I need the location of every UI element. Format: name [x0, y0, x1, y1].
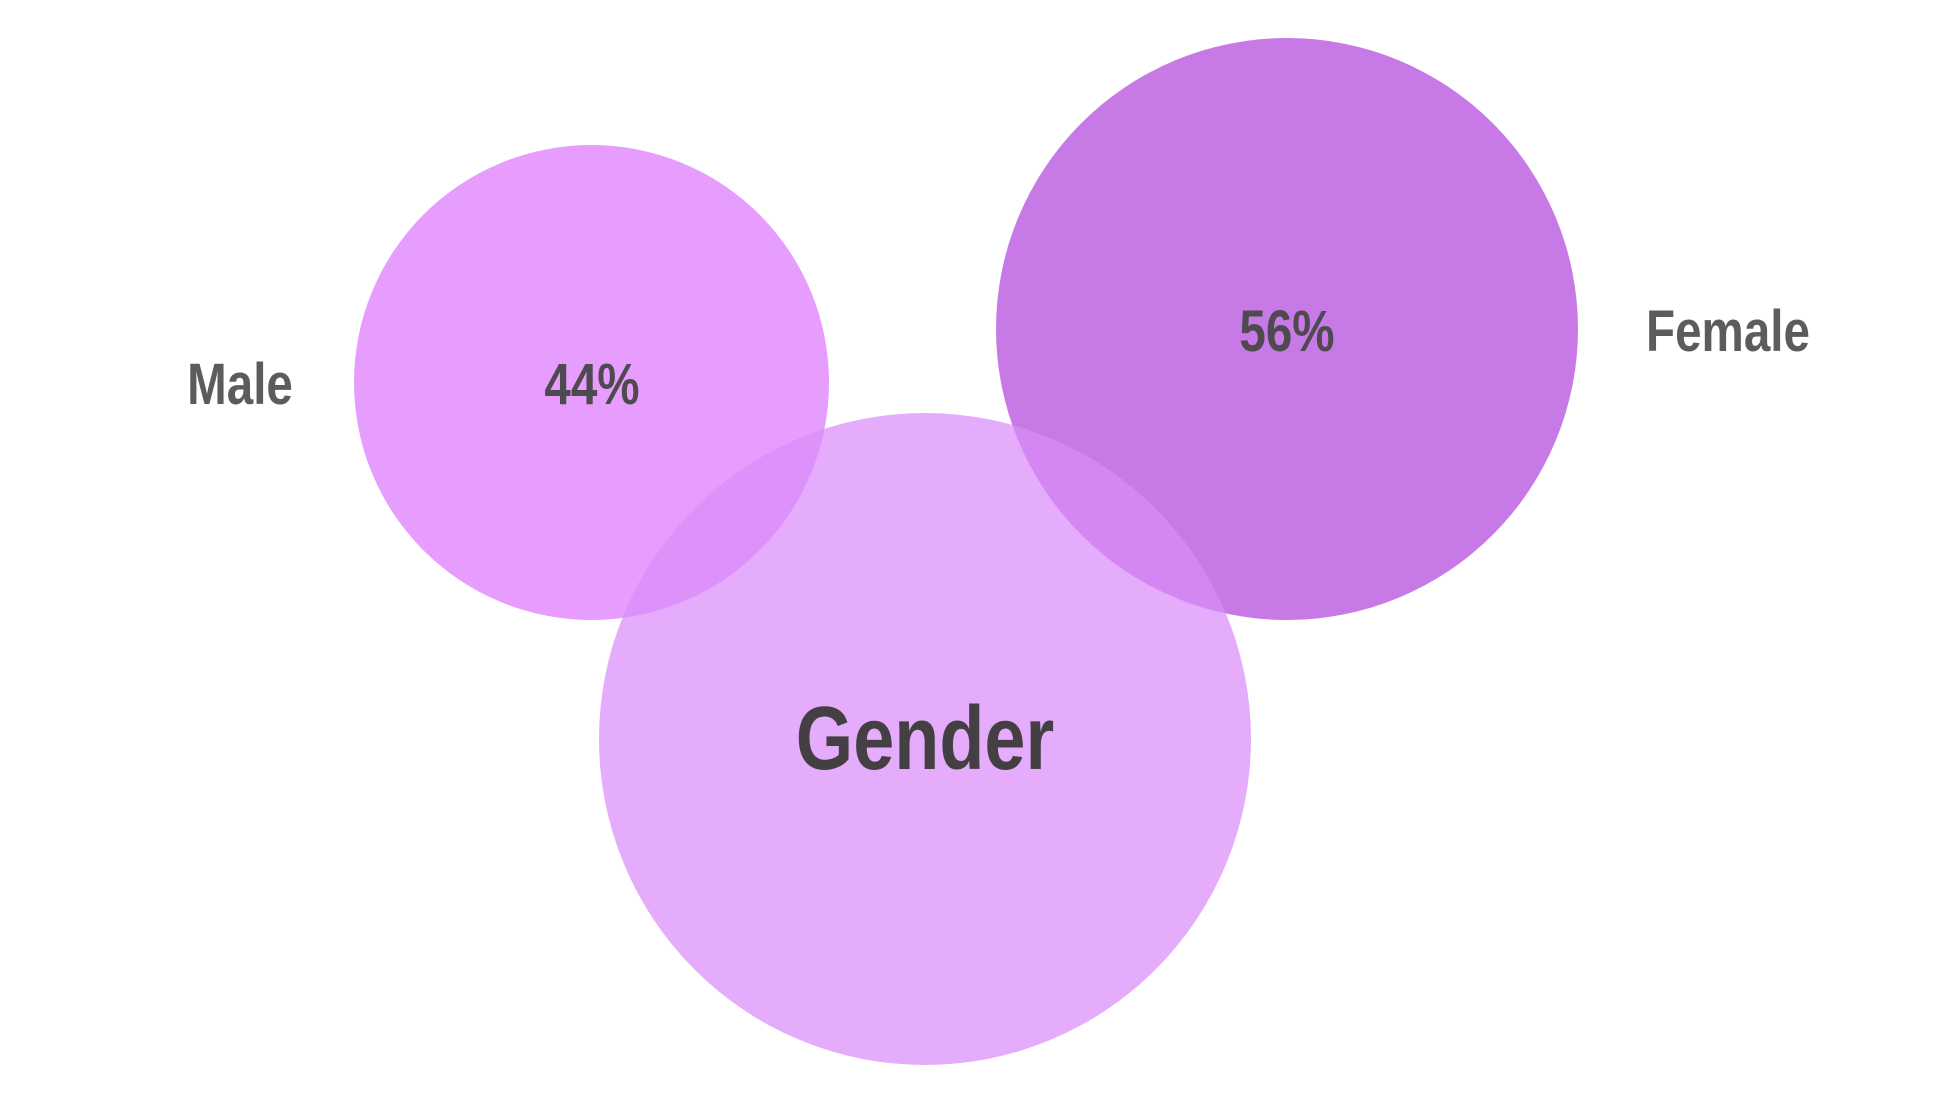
- female-percentage: 56%: [1239, 299, 1335, 364]
- gender-title: Gender: [795, 689, 1055, 789]
- male-label: Male: [187, 352, 293, 417]
- male-percentage: 44%: [544, 352, 640, 417]
- female-label: Female: [1646, 299, 1810, 364]
- gender-circle: [599, 413, 1251, 1065]
